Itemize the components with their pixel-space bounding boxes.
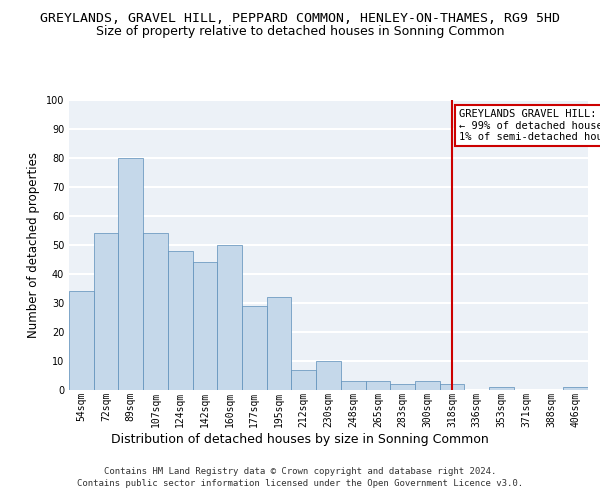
Bar [365, 382, 390, 390]
Bar [440, 384, 464, 390]
Bar [193, 262, 217, 390]
Text: Distribution of detached houses by size in Sonning Common: Distribution of detached houses by size … [111, 432, 489, 446]
Text: GREYLANDS GRAVEL HILL: 317sqm
← 99% of detached houses are smaller (448)
1% of s: GREYLANDS GRAVEL HILL: 317sqm ← 99% of d… [460, 108, 600, 142]
Bar [143, 234, 168, 390]
Bar [563, 387, 588, 390]
Bar [267, 297, 292, 390]
Bar [316, 361, 341, 390]
Bar [292, 370, 316, 390]
Text: Size of property relative to detached houses in Sonning Common: Size of property relative to detached ho… [96, 25, 504, 38]
Bar [69, 292, 94, 390]
Bar [415, 382, 440, 390]
Bar [118, 158, 143, 390]
Bar [217, 245, 242, 390]
Y-axis label: Number of detached properties: Number of detached properties [27, 152, 40, 338]
Text: Contains public sector information licensed under the Open Government Licence v3: Contains public sector information licen… [77, 479, 523, 488]
Text: Contains HM Land Registry data © Crown copyright and database right 2024.: Contains HM Land Registry data © Crown c… [104, 468, 496, 476]
Bar [94, 234, 118, 390]
Bar [489, 387, 514, 390]
Bar [242, 306, 267, 390]
Text: GREYLANDS, GRAVEL HILL, PEPPARD COMMON, HENLEY-ON-THAMES, RG9 5HD: GREYLANDS, GRAVEL HILL, PEPPARD COMMON, … [40, 12, 560, 26]
Bar [390, 384, 415, 390]
Bar [341, 382, 365, 390]
Bar [168, 251, 193, 390]
